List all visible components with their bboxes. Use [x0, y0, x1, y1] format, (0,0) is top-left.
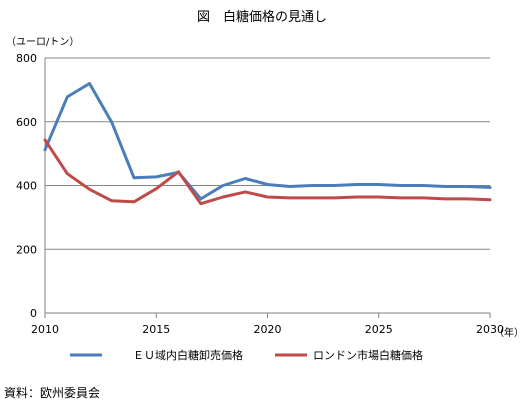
- legend: ＥＵ域内白糖卸売価格 ロンドン市場白糖価格: [70, 348, 423, 362]
- series-lines: [43, 82, 492, 206]
- y-tick-label: 0: [30, 307, 37, 320]
- y-tick-label: 400: [16, 180, 37, 193]
- x-tick-label: 2015: [142, 323, 170, 336]
- x-axis-label: （年）: [494, 326, 524, 339]
- y-tick-labels: 0 200 400 600 800: [16, 52, 37, 320]
- source-note: 資料：欧州委員会: [4, 386, 101, 400]
- x-tick-label: 2020: [254, 323, 282, 336]
- y-tick-label: 200: [16, 243, 37, 256]
- x-tick-label: 2010: [31, 323, 59, 336]
- chart-title: 図 白糖価格の見通し: [197, 9, 327, 25]
- legend-label-2: ロンドン市場白糖価格: [313, 348, 423, 362]
- series-line-1: [43, 82, 492, 201]
- y-tick-label: 800: [16, 52, 37, 65]
- x-tick-label: 2030: [476, 323, 504, 336]
- x-tick-labels: 2010 2015 2020 2025 2030: [31, 313, 504, 336]
- x-tick-label: 2025: [365, 323, 393, 336]
- y-tick-label: 600: [16, 116, 37, 129]
- y-axis-label: （ユーロ/トン）: [6, 36, 79, 48]
- series-line-2: [43, 138, 492, 206]
- legend-label-1: ＥＵ域内白糖卸売価格: [133, 348, 243, 362]
